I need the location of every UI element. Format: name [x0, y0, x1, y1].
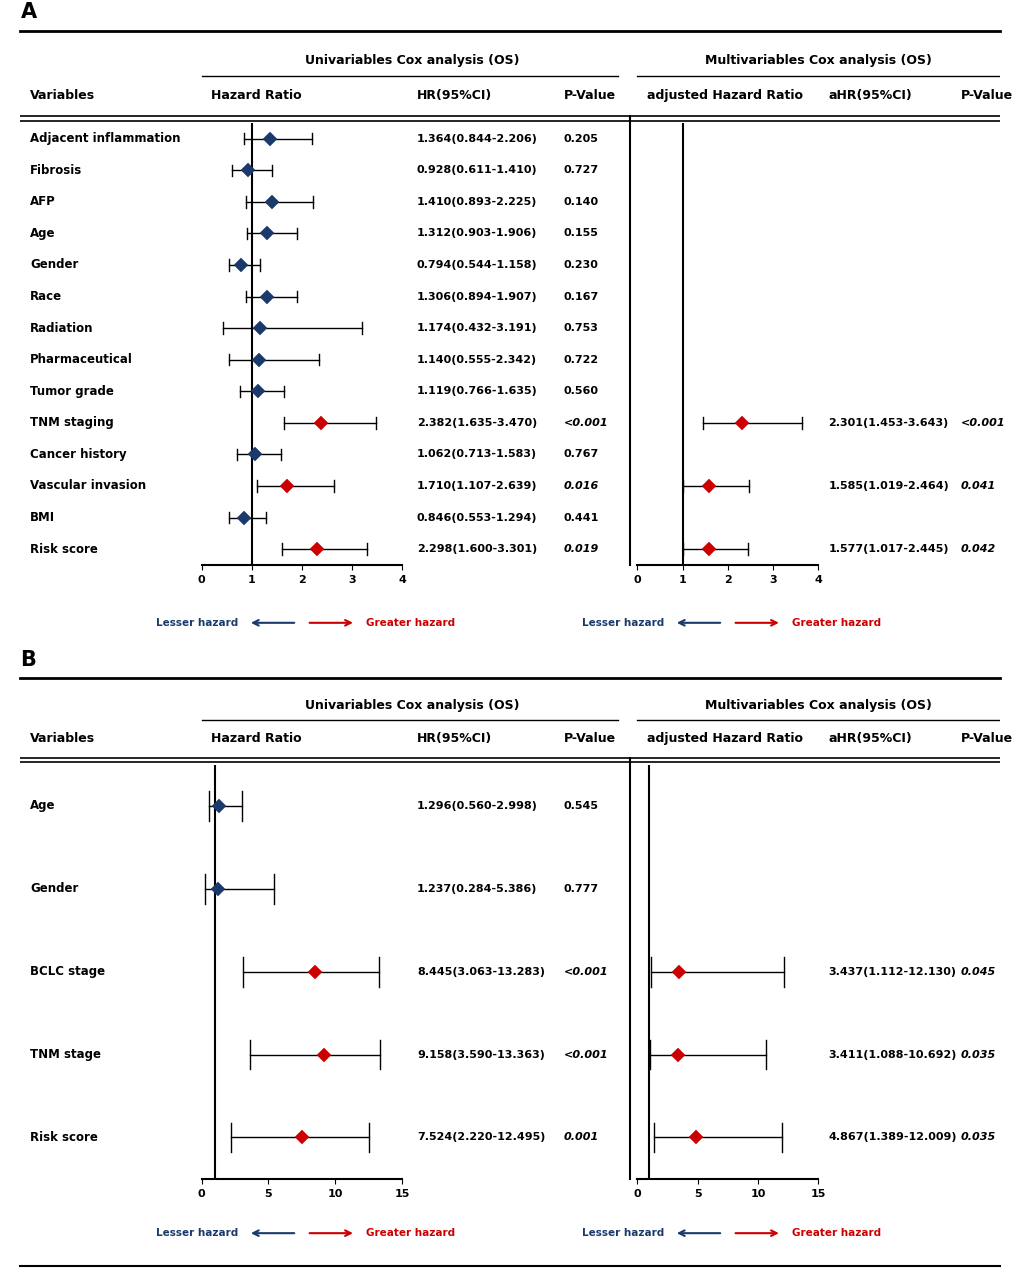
Text: 1.119(0.766-1.635): 1.119(0.766-1.635) — [417, 386, 537, 396]
Text: 1.306(0.894-1.907): 1.306(0.894-1.907) — [417, 292, 537, 301]
Text: Radiation: Radiation — [31, 321, 94, 334]
Text: <0.001: <0.001 — [564, 418, 608, 428]
Text: Gender: Gender — [31, 259, 78, 272]
Text: 1.237(0.284-5.386): 1.237(0.284-5.386) — [417, 884, 537, 894]
Text: <0.001: <0.001 — [564, 966, 608, 977]
Text: 0.035: 0.035 — [960, 1133, 995, 1143]
Text: 1.585(1.019-2.464): 1.585(1.019-2.464) — [827, 481, 948, 491]
Text: BMI: BMI — [31, 511, 55, 525]
Text: TNM stage: TNM stage — [31, 1048, 101, 1060]
Text: <0.001: <0.001 — [960, 418, 1004, 428]
Text: 8.445(3.063-13.283): 8.445(3.063-13.283) — [417, 966, 544, 977]
Text: Hazard Ratio: Hazard Ratio — [211, 733, 302, 745]
Text: 1.364(0.844-2.206): 1.364(0.844-2.206) — [417, 133, 537, 144]
Text: 4.867(1.389-12.009): 4.867(1.389-12.009) — [827, 1133, 956, 1143]
Text: 2.301(1.453-3.643): 2.301(1.453-3.643) — [827, 418, 948, 428]
Text: Risk score: Risk score — [31, 1132, 98, 1144]
Text: BCLC stage: BCLC stage — [31, 965, 105, 978]
Text: 1.174(0.432-3.191): 1.174(0.432-3.191) — [417, 323, 537, 333]
Text: B: B — [20, 650, 37, 671]
Text: 0.205: 0.205 — [564, 133, 598, 144]
Text: 0.230: 0.230 — [564, 260, 598, 271]
Text: Hazard Ratio: Hazard Ratio — [211, 89, 302, 102]
Text: 2.298(1.600-3.301): 2.298(1.600-3.301) — [417, 544, 537, 554]
Text: 0.155: 0.155 — [564, 229, 598, 239]
Text: 0.140: 0.140 — [564, 197, 598, 207]
Text: 2.382(1.635-3.470): 2.382(1.635-3.470) — [417, 418, 537, 428]
Text: 0.001: 0.001 — [564, 1133, 598, 1143]
Text: Race: Race — [31, 290, 62, 304]
Text: 0.753: 0.753 — [564, 323, 598, 333]
Text: Greater hazard: Greater hazard — [365, 1228, 454, 1238]
Text: 0.560: 0.560 — [564, 386, 598, 396]
Text: 0.928(0.611-1.410): 0.928(0.611-1.410) — [417, 165, 537, 175]
Text: 0.545: 0.545 — [564, 801, 598, 812]
Text: Variables: Variables — [31, 733, 95, 745]
Text: HR(95%CI): HR(95%CI) — [417, 733, 492, 745]
Text: Greater hazard: Greater hazard — [365, 617, 454, 627]
Text: Greater hazard: Greater hazard — [791, 1228, 879, 1238]
Text: 0.035: 0.035 — [960, 1049, 995, 1059]
Text: 1.140(0.555-2.342): 1.140(0.555-2.342) — [417, 354, 537, 364]
Text: aHR(95%CI): aHR(95%CI) — [827, 89, 911, 102]
Text: 1.312(0.903-1.906): 1.312(0.903-1.906) — [417, 229, 537, 239]
Text: Risk score: Risk score — [31, 542, 98, 555]
Text: 0.042: 0.042 — [960, 544, 995, 554]
Text: 1.410(0.893-2.225): 1.410(0.893-2.225) — [417, 197, 537, 207]
Text: 3.437(1.112-12.130): 3.437(1.112-12.130) — [827, 966, 955, 977]
Text: 0.016: 0.016 — [564, 481, 598, 491]
Text: Lesser hazard: Lesser hazard — [582, 617, 663, 627]
Text: Greater hazard: Greater hazard — [791, 617, 879, 627]
Text: Gender: Gender — [31, 883, 78, 895]
Text: 0.722: 0.722 — [564, 354, 598, 364]
Text: adjusted Hazard Ratio: adjusted Hazard Ratio — [646, 733, 802, 745]
Text: Lesser hazard: Lesser hazard — [156, 617, 238, 627]
Text: Vascular invasion: Vascular invasion — [31, 480, 146, 493]
Text: 0.727: 0.727 — [564, 165, 598, 175]
Text: 1.710(1.107-2.639): 1.710(1.107-2.639) — [417, 481, 537, 491]
Text: HR(95%CI): HR(95%CI) — [417, 89, 492, 102]
Text: 0.019: 0.019 — [564, 544, 598, 554]
Text: AFP: AFP — [31, 196, 56, 208]
Text: 0.794(0.544-1.158): 0.794(0.544-1.158) — [417, 260, 537, 271]
Text: P-Value: P-Value — [564, 89, 615, 102]
Text: Fibrosis: Fibrosis — [31, 164, 83, 177]
Text: P-Value: P-Value — [960, 733, 1012, 745]
Text: 0.441: 0.441 — [564, 513, 598, 522]
Text: 0.767: 0.767 — [564, 450, 598, 460]
Text: Lesser hazard: Lesser hazard — [156, 1228, 238, 1238]
Text: 7.524(2.220-12.495): 7.524(2.220-12.495) — [417, 1133, 545, 1143]
Text: Multivariables Cox analysis (OS): Multivariables Cox analysis (OS) — [704, 53, 931, 67]
Text: Pharmaceutical: Pharmaceutical — [31, 353, 132, 366]
Text: Tumor grade: Tumor grade — [31, 385, 114, 398]
Text: 0.045: 0.045 — [960, 966, 995, 977]
Text: 3.411(1.088-10.692): 3.411(1.088-10.692) — [827, 1049, 956, 1059]
Text: Cancer history: Cancer history — [31, 448, 126, 461]
Text: <0.001: <0.001 — [564, 1049, 608, 1059]
Text: Univariables Cox analysis (OS): Univariables Cox analysis (OS) — [305, 700, 519, 712]
Text: TNM staging: TNM staging — [31, 417, 114, 429]
Text: Age: Age — [31, 800, 56, 813]
Text: 1.062(0.713-1.583): 1.062(0.713-1.583) — [417, 450, 537, 460]
Text: 9.158(3.590-13.363): 9.158(3.590-13.363) — [417, 1049, 544, 1059]
Text: 0.041: 0.041 — [960, 481, 995, 491]
Text: Multivariables Cox analysis (OS): Multivariables Cox analysis (OS) — [704, 700, 931, 712]
Text: Adjacent inflammation: Adjacent inflammation — [31, 132, 180, 145]
Text: adjusted Hazard Ratio: adjusted Hazard Ratio — [646, 89, 802, 102]
Text: Age: Age — [31, 227, 56, 240]
Text: aHR(95%CI): aHR(95%CI) — [827, 733, 911, 745]
Text: P-Value: P-Value — [960, 89, 1012, 102]
Text: Lesser hazard: Lesser hazard — [582, 1228, 663, 1238]
Text: Variables: Variables — [31, 89, 95, 102]
Text: A: A — [20, 3, 37, 23]
Text: 1.296(0.560-2.998): 1.296(0.560-2.998) — [417, 801, 537, 812]
Text: P-Value: P-Value — [564, 733, 615, 745]
Text: 0.846(0.553-1.294): 0.846(0.553-1.294) — [417, 513, 537, 522]
Text: 0.167: 0.167 — [564, 292, 598, 301]
Text: 0.777: 0.777 — [564, 884, 598, 894]
Text: 1.577(1.017-2.445): 1.577(1.017-2.445) — [827, 544, 948, 554]
Text: Univariables Cox analysis (OS): Univariables Cox analysis (OS) — [305, 53, 519, 67]
